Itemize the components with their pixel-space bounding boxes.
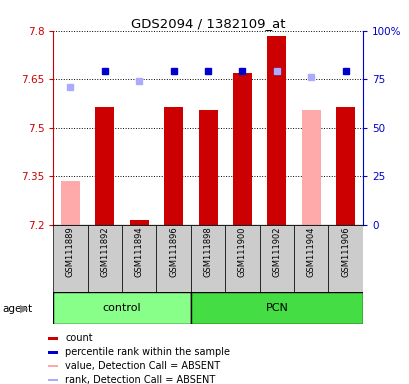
Bar xyxy=(156,225,191,292)
Text: GSM111900: GSM111900 xyxy=(237,227,246,277)
Bar xyxy=(259,225,293,292)
Text: value, Detection Call = ABSENT: value, Detection Call = ABSENT xyxy=(65,361,220,371)
Text: GSM111906: GSM111906 xyxy=(340,227,349,277)
Bar xyxy=(335,107,354,225)
Text: GSM111904: GSM111904 xyxy=(306,227,315,277)
Bar xyxy=(328,225,362,292)
Title: GDS2094 / 1382109_at: GDS2094 / 1382109_at xyxy=(130,17,285,30)
Bar xyxy=(53,225,88,292)
Text: GSM111889: GSM111889 xyxy=(66,227,75,277)
Text: GSM111892: GSM111892 xyxy=(100,227,109,277)
Bar xyxy=(48,351,58,354)
Bar xyxy=(122,225,156,292)
Bar xyxy=(130,220,148,225)
Text: GSM111894: GSM111894 xyxy=(135,227,144,277)
Bar xyxy=(53,292,191,324)
Bar xyxy=(198,110,217,225)
Text: GSM111902: GSM111902 xyxy=(272,227,281,277)
Bar xyxy=(48,337,58,339)
Bar xyxy=(191,225,225,292)
Text: count: count xyxy=(65,333,92,343)
Text: control: control xyxy=(103,303,141,313)
Text: GSM111898: GSM111898 xyxy=(203,227,212,277)
Bar xyxy=(48,365,58,367)
Text: agent: agent xyxy=(2,304,32,314)
Bar xyxy=(225,225,259,292)
Bar xyxy=(95,107,114,225)
Bar xyxy=(88,225,122,292)
Bar xyxy=(61,181,80,225)
Bar xyxy=(232,73,251,225)
Bar xyxy=(191,292,362,324)
Text: GSM111896: GSM111896 xyxy=(169,227,178,277)
Bar xyxy=(301,110,320,225)
Text: ▶: ▶ xyxy=(20,304,28,314)
Text: rank, Detection Call = ABSENT: rank, Detection Call = ABSENT xyxy=(65,375,215,384)
Bar xyxy=(164,107,183,225)
Bar xyxy=(293,225,328,292)
Text: percentile rank within the sample: percentile rank within the sample xyxy=(65,347,229,357)
Bar xyxy=(48,379,58,381)
Text: PCN: PCN xyxy=(265,303,288,313)
Bar xyxy=(267,36,285,225)
